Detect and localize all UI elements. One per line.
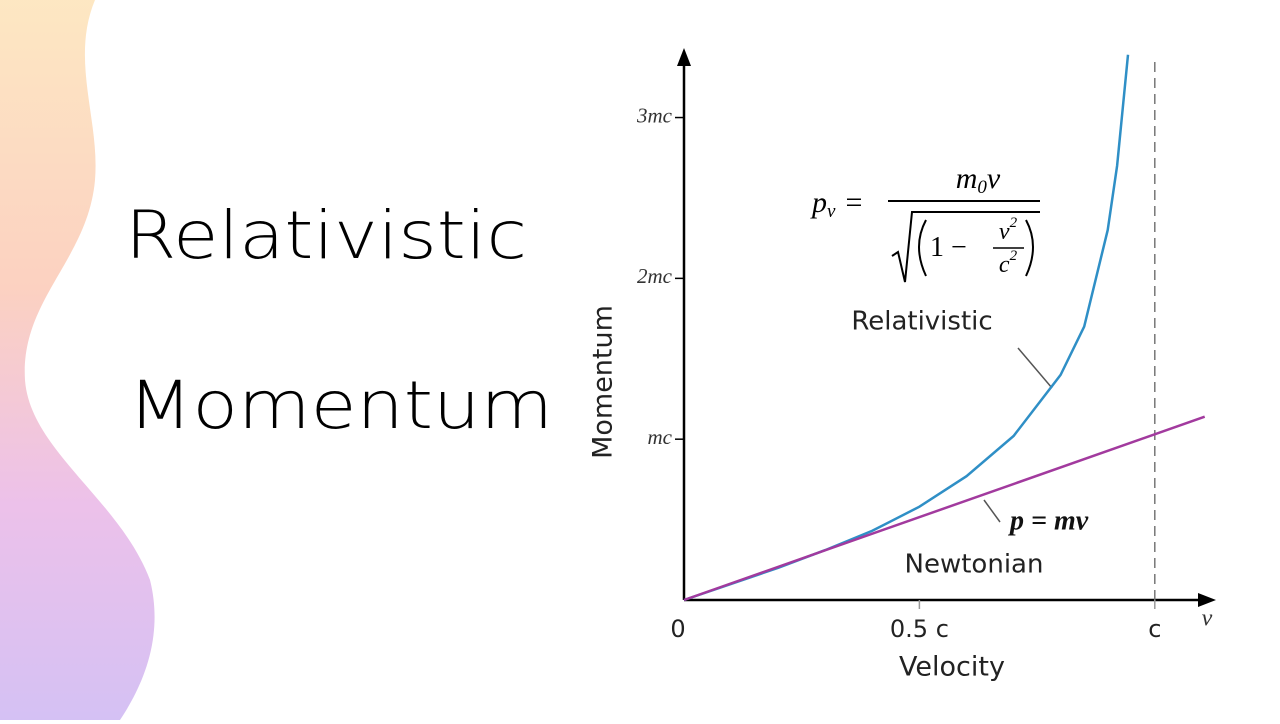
formula-part: m (956, 162, 978, 195)
formula: m0v (956, 162, 1001, 198)
slide-title: Relativistic (125, 197, 527, 274)
y-tick-label: mc (648, 425, 673, 449)
formula-part: 2 (1010, 248, 1018, 264)
formula: 1 − (930, 232, 967, 263)
formula: pv = (810, 186, 862, 222)
formula-part: p (810, 186, 827, 219)
formula-part: v (827, 201, 836, 222)
chart: Velocity Momentum v pv = m0v 1 − v2 c2 Re… (588, 48, 1216, 683)
x-tick-label: 0.5 c (890, 615, 949, 643)
pointer (1017, 347, 1053, 389)
formula-part: 0 (977, 177, 987, 198)
paren (1025, 219, 1034, 277)
formula-part: 1 − (930, 232, 967, 263)
x-axis-arrow (1198, 593, 1216, 607)
series-formula: p = mv (1008, 505, 1089, 536)
slide-title: Momentum (128, 367, 553, 444)
series-label: Relativistic (851, 307, 992, 337)
formula-part: v (999, 219, 1010, 245)
series-line (683, 415, 1206, 602)
x-tick-label: c (1148, 615, 1161, 643)
y-tick-label: 2mc (637, 264, 673, 288)
background-blob (0, 0, 155, 720)
series-label: Newtonian (905, 550, 1044, 580)
x-variable: v (1202, 606, 1213, 632)
paren (918, 219, 927, 277)
x-tick-label: 0 (670, 615, 685, 643)
formula: c2 (999, 248, 1018, 277)
x-axis-title: Velocity (899, 652, 1005, 683)
formula-part: = (845, 186, 862, 219)
y-axis-arrow (677, 48, 691, 66)
y-tick-label: 3mc (636, 103, 673, 127)
formula-part: 2 (1010, 215, 1018, 231)
y-axis-title: Momentum (588, 305, 619, 459)
formula-part: c (999, 252, 1010, 278)
pointer (983, 499, 1001, 523)
sqrt-sign (891, 211, 1040, 283)
formula-part: v (987, 162, 1001, 195)
formula: v2 (999, 215, 1018, 244)
